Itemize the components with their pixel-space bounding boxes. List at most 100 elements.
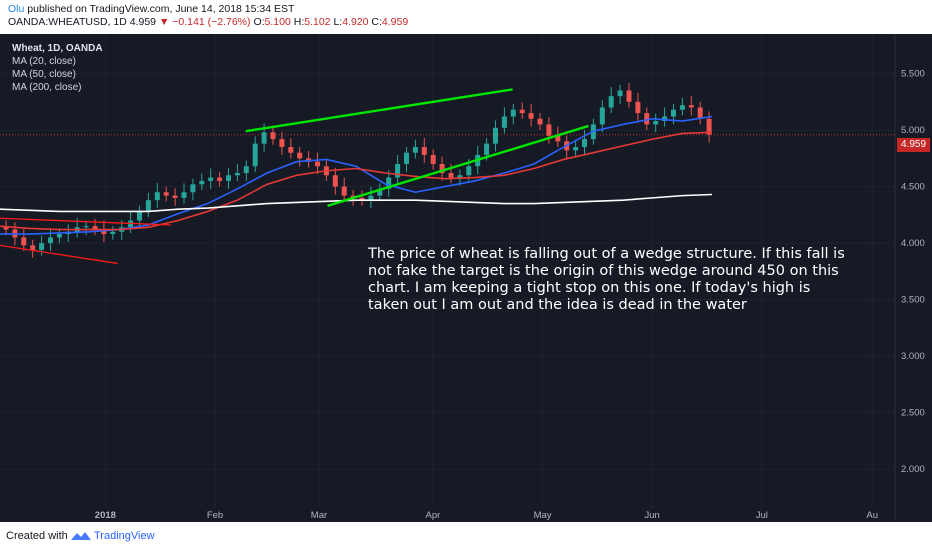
tradingview-logo-icon[interactable] <box>70 529 92 543</box>
candle-body[interactable] <box>137 211 142 221</box>
candle-body[interactable] <box>546 124 552 136</box>
candle-body[interactable] <box>270 132 276 140</box>
candle-body[interactable] <box>92 226 98 230</box>
support-trendline[interactable] <box>0 244 118 265</box>
chart-annotation[interactable]: The price of wheat is falling out of a w… <box>368 246 845 313</box>
footer-bar: Created with TradingView <box>0 522 932 550</box>
candle-body[interactable] <box>163 192 169 196</box>
candle-body[interactable] <box>644 113 650 125</box>
candle-body[interactable] <box>501 116 507 128</box>
candle-body[interactable] <box>706 118 712 135</box>
tradingview-brand-link[interactable]: TradingView <box>94 530 155 542</box>
candle-body[interactable] <box>395 163 401 178</box>
candle-body[interactable] <box>377 188 383 196</box>
candle-body[interactable] <box>599 107 605 125</box>
candle-body[interactable] <box>582 139 587 148</box>
y-tick-label: 3.500 <box>901 295 925 306</box>
support-trendline[interactable] <box>0 217 171 226</box>
candle-body[interactable] <box>573 147 579 151</box>
chart-legend: Wheat, 1D, OANDA MA (20, close) MA (50, … <box>12 42 103 94</box>
candle-body[interactable] <box>226 175 231 181</box>
ma200-line[interactable] <box>0 193 713 213</box>
candle-body[interactable] <box>466 166 472 176</box>
ma20-line[interactable] <box>0 115 713 235</box>
legend-ma200[interactable]: MA (200, close) <box>12 82 82 93</box>
chart-area[interactable]: 5.500 5.000 4.500 4.000 3.500 3.000 2.500 2.000… <box>0 34 932 522</box>
candle-body[interactable] <box>519 109 525 114</box>
candle-body[interactable] <box>30 245 36 250</box>
candle-body[interactable] <box>359 197 365 201</box>
candle-body[interactable] <box>21 237 27 246</box>
candle-body[interactable] <box>145 200 151 212</box>
candle-body[interactable] <box>697 107 703 119</box>
candle-body[interactable] <box>297 152 303 159</box>
candle-body[interactable] <box>48 237 53 244</box>
candle-body[interactable] <box>101 229 107 235</box>
low-value: 4.920 <box>342 16 369 28</box>
candle-body[interactable] <box>110 231 116 235</box>
candle-body[interactable] <box>172 195 178 198</box>
x-tick-label: Feb <box>207 510 223 521</box>
candle-body[interactable] <box>217 177 223 181</box>
low-label: L: <box>333 16 343 28</box>
high-value: 5.102 <box>304 16 331 28</box>
legend-ma50[interactable]: MA (50, close) <box>12 69 76 80</box>
candle-body[interactable] <box>528 113 534 119</box>
candle-body[interactable] <box>635 101 641 114</box>
candle-body[interactable] <box>510 109 516 117</box>
candle-body[interactable] <box>671 109 676 117</box>
candle-body[interactable] <box>617 90 623 97</box>
open-value: 5.100 <box>264 16 291 28</box>
candle-body[interactable] <box>439 163 445 174</box>
wedge-upper-trendline[interactable] <box>245 88 513 133</box>
candle-body[interactable] <box>332 175 338 187</box>
candle-body[interactable] <box>688 105 694 108</box>
candle-body[interactable] <box>448 173 454 178</box>
legend-ma20[interactable]: MA (20, close) <box>12 56 76 67</box>
candle-body[interactable] <box>430 154 436 164</box>
wedge-lower-trendline[interactable] <box>327 124 589 207</box>
candle-body[interactable] <box>493 127 498 144</box>
legend-title: Wheat, 1D, OANDA <box>12 43 103 54</box>
price-chart[interactable]: 5.500 5.000 4.500 4.000 3.500 3.000 2.500 2.000… <box>0 34 932 522</box>
candle-body[interactable] <box>39 243 45 250</box>
candle-body[interactable] <box>679 105 685 110</box>
candle-body[interactable] <box>279 139 285 148</box>
candle-body[interactable] <box>83 226 89 228</box>
publish-info: Olu published on TradingView.com, June 1… <box>8 3 294 15</box>
candle-body[interactable] <box>181 192 187 198</box>
candle-body[interactable] <box>288 147 294 153</box>
candle-body[interactable] <box>56 234 62 238</box>
x-tick-label: Au <box>866 510 878 521</box>
y-tick-label: 2.500 <box>901 408 925 419</box>
last-price-tag: 4.959 <box>897 138 930 152</box>
candle-body[interactable] <box>261 132 267 144</box>
ma50-line[interactable] <box>0 131 713 231</box>
candle-body[interactable] <box>626 90 632 102</box>
candle-body[interactable] <box>412 147 418 153</box>
candle-body[interactable] <box>404 152 409 164</box>
y-tick-label: 3.000 <box>901 351 925 362</box>
y-tick-label: 5.000 <box>901 125 925 136</box>
candle-body[interactable] <box>252 143 258 167</box>
candle-body[interactable] <box>368 195 374 201</box>
candle-body[interactable] <box>421 147 427 155</box>
candle-body[interactable] <box>555 135 561 142</box>
candle-body[interactable] <box>386 177 392 189</box>
candle-body[interactable] <box>243 166 249 174</box>
candle-body[interactable] <box>457 175 463 178</box>
candle-body[interactable] <box>208 177 214 181</box>
candle-body[interactable] <box>3 226 9 230</box>
candle-body[interactable] <box>608 96 614 108</box>
candle-body[interactable] <box>537 118 543 125</box>
candle-body[interactable] <box>234 173 240 176</box>
author-link[interactable]: Olu <box>8 3 25 15</box>
candle-body[interactable] <box>154 192 160 201</box>
candle-body[interactable] <box>199 180 205 185</box>
candle-body[interactable] <box>190 184 196 193</box>
candle-body[interactable] <box>662 116 668 122</box>
candle-body[interactable] <box>653 121 659 125</box>
candle-body[interactable] <box>341 186 347 196</box>
candle-body[interactable] <box>315 161 320 167</box>
candle-body[interactable] <box>484 143 490 155</box>
